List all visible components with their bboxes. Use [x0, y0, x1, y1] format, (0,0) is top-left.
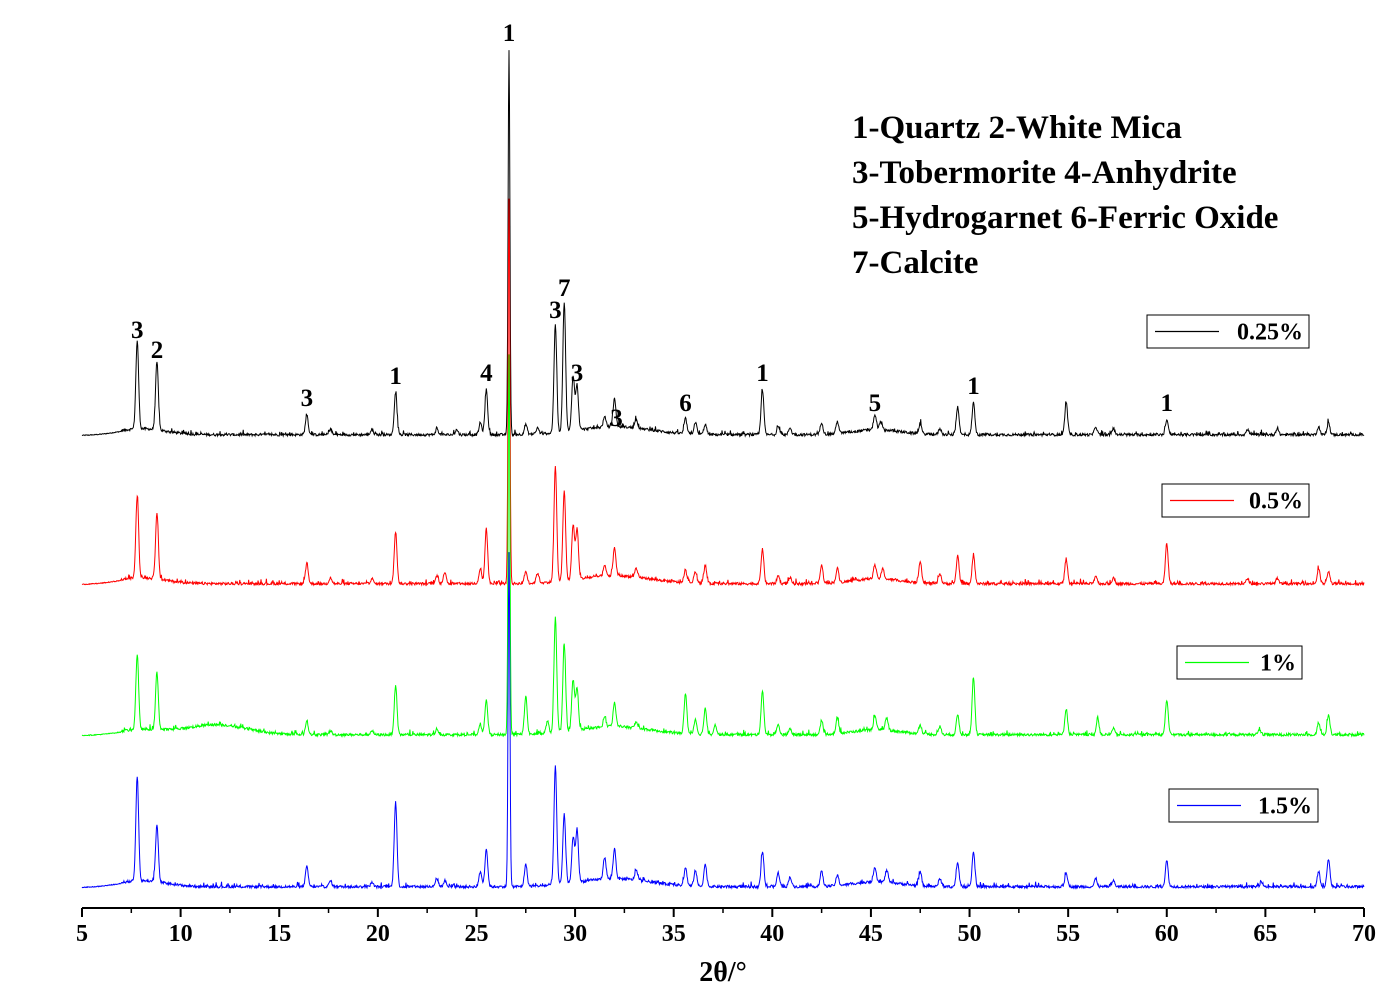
x-tick-label: 65: [1253, 921, 1277, 947]
x-tick-label: 35: [662, 921, 686, 947]
series-line-1%: [81, 354, 1365, 738]
phase-key: 1-Quartz 2-White Mica 3-Tobermorite 4-Anh…: [852, 110, 1278, 281]
x-tick-label: 45: [859, 921, 883, 947]
legend-1.5%: 1.5%: [1168, 788, 1319, 823]
x-tick-label: 30: [563, 921, 587, 947]
legend-0.25%: 0.25%: [1146, 314, 1310, 349]
series-line-0.25%: [81, 50, 1365, 438]
x-tick-label: 60: [1155, 921, 1179, 947]
peak-label: 1: [967, 373, 980, 400]
peak-label: 5: [869, 390, 882, 417]
peak-label: 1: [756, 360, 769, 387]
peak-label: 3: [131, 317, 144, 344]
peak-label: 2: [151, 337, 164, 364]
legend-label: 0.5%: [1249, 489, 1303, 515]
peak-label: 3: [549, 297, 562, 324]
x-tick-label: 20: [366, 921, 390, 947]
phase-key-line: 1-Quartz 2-White Mica: [852, 110, 1182, 146]
x-tick-label: 55: [1056, 921, 1080, 947]
peak-label: 7: [558, 275, 571, 302]
peak-label: 3: [571, 360, 584, 387]
x-axis-title: 2θ/°: [699, 957, 747, 988]
peak-label: 6: [679, 390, 692, 417]
phase-key-line: 7-Calcite: [852, 245, 978, 281]
peak-label: 1: [503, 20, 516, 47]
legends: 0.25% 0.5% 1% 1.5%: [1146, 314, 1319, 823]
peak-label: 4: [480, 360, 493, 387]
phase-key-line: 5-Hydrogarnet 6-Ferric Oxide: [852, 200, 1278, 236]
x-tick-label: 25: [464, 921, 488, 947]
peak-label: 1: [389, 363, 402, 390]
peak-label: 1: [1161, 390, 1174, 417]
series-line-0.5%: [81, 198, 1365, 587]
legend-label: 0.25%: [1237, 320, 1303, 346]
x-axis: 5 10 15 20 25 30 35 40 45 50 55 60 65 70 2θ/°: [76, 907, 1376, 988]
x-tick-label: 5: [76, 921, 88, 947]
peak-label: 3: [610, 405, 623, 432]
x-tick-label: 50: [958, 921, 982, 947]
phase-key-line: 3-Tobermorite 4-Anhydrite: [852, 155, 1237, 191]
x-tick-label: 40: [760, 921, 784, 947]
series-line-1.5%: [81, 552, 1365, 890]
legend-0.5%: 0.5%: [1161, 483, 1310, 518]
legend-label: 1.5%: [1258, 794, 1312, 820]
peak-label: 3: [301, 385, 314, 412]
legend-label: 1%: [1260, 651, 1296, 677]
x-tick-label: 70: [1352, 921, 1376, 947]
legend-1%: 1%: [1176, 645, 1303, 680]
xrd-traces: [81, 50, 1365, 890]
x-tick-label: 15: [267, 921, 291, 947]
x-tick-label: 10: [169, 921, 193, 947]
